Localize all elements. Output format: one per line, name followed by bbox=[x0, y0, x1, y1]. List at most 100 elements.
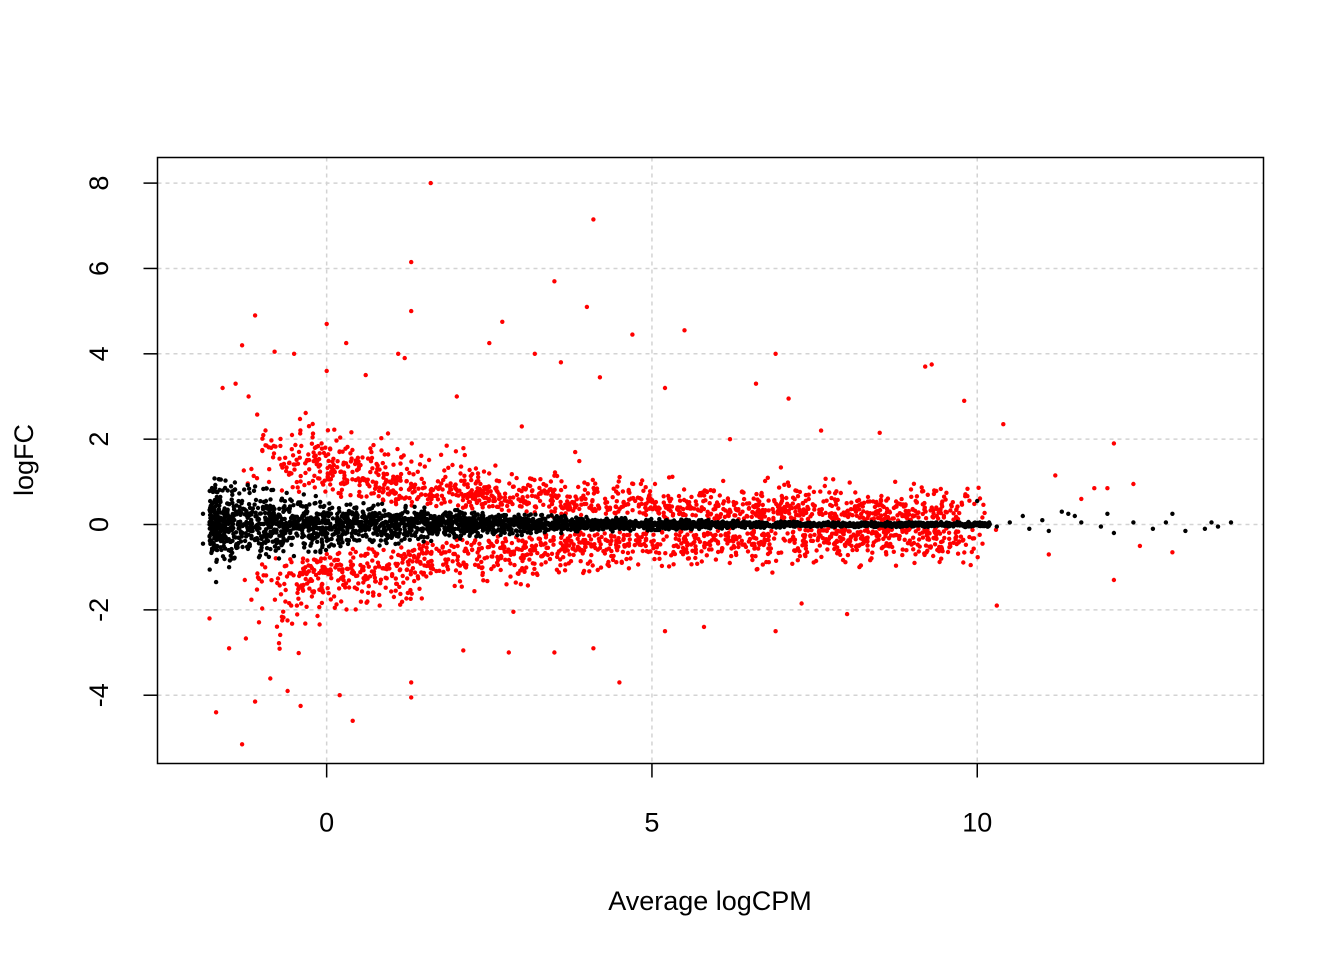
point-significant bbox=[269, 438, 274, 443]
point-significant bbox=[289, 432, 295, 438]
point-significant bbox=[873, 512, 878, 517]
point-significant bbox=[690, 512, 695, 518]
point-significant bbox=[268, 676, 273, 681]
point-significant bbox=[384, 563, 390, 568]
point-not-significant bbox=[539, 513, 544, 518]
point-not-significant bbox=[323, 547, 329, 553]
point-significant bbox=[565, 536, 570, 541]
point-significant bbox=[885, 496, 891, 501]
point-significant bbox=[781, 505, 787, 511]
point-significant bbox=[908, 487, 914, 492]
point-significant bbox=[751, 496, 756, 501]
point-significant bbox=[350, 718, 355, 723]
point-significant bbox=[701, 624, 707, 630]
point-significant bbox=[877, 516, 883, 521]
point-not-significant bbox=[318, 499, 323, 505]
point-significant bbox=[381, 547, 386, 553]
point-significant bbox=[603, 537, 609, 543]
point-significant bbox=[921, 488, 926, 494]
point-significant bbox=[708, 495, 714, 500]
point-significant bbox=[322, 556, 327, 561]
point-significant bbox=[207, 616, 212, 621]
point-significant bbox=[912, 560, 917, 566]
point-not-significant bbox=[306, 549, 311, 554]
point-not-significant bbox=[268, 497, 273, 502]
point-significant bbox=[785, 480, 791, 485]
point-significant bbox=[298, 428, 303, 433]
point-not-significant bbox=[335, 511, 340, 517]
point-not-significant bbox=[256, 521, 262, 526]
point-not-significant bbox=[403, 509, 408, 514]
point-significant bbox=[365, 599, 370, 604]
point-significant bbox=[923, 543, 929, 548]
point-significant bbox=[353, 607, 358, 612]
point-significant bbox=[871, 499, 876, 504]
point-significant bbox=[298, 479, 303, 484]
point-significant bbox=[530, 571, 536, 576]
point-significant bbox=[261, 432, 266, 438]
point-significant bbox=[865, 499, 871, 504]
point-not-significant bbox=[379, 501, 385, 506]
point-significant bbox=[406, 562, 411, 567]
point-significant bbox=[565, 499, 570, 504]
point-significant bbox=[790, 495, 796, 500]
point-significant bbox=[462, 473, 467, 478]
point-significant bbox=[584, 304, 590, 310]
point-significant bbox=[380, 490, 385, 495]
point-not-significant bbox=[377, 511, 382, 516]
point-not-significant bbox=[314, 531, 320, 536]
point-significant bbox=[357, 489, 362, 495]
point-significant bbox=[389, 555, 394, 560]
point-significant bbox=[439, 501, 444, 506]
point-significant bbox=[883, 543, 888, 548]
point-significant bbox=[843, 543, 848, 549]
point-significant bbox=[967, 534, 972, 540]
point-significant bbox=[420, 551, 426, 556]
point-significant bbox=[491, 543, 496, 549]
point-significant bbox=[708, 512, 713, 517]
point-significant bbox=[368, 446, 373, 451]
point-significant bbox=[399, 545, 404, 550]
point-significant bbox=[797, 507, 802, 512]
point-not-significant bbox=[228, 484, 234, 489]
point-significant bbox=[606, 559, 611, 565]
point-significant bbox=[466, 494, 471, 499]
point-significant bbox=[795, 558, 800, 563]
point-significant bbox=[351, 555, 356, 560]
point-significant bbox=[951, 511, 956, 516]
point-significant bbox=[256, 620, 262, 625]
point-significant bbox=[589, 506, 594, 511]
point-significant bbox=[727, 538, 732, 543]
point-significant bbox=[615, 484, 620, 489]
point-significant bbox=[563, 540, 569, 545]
point-significant bbox=[323, 489, 328, 494]
point-significant bbox=[616, 535, 621, 541]
point-significant bbox=[291, 351, 297, 356]
point-significant bbox=[699, 549, 704, 554]
point-significant bbox=[309, 594, 315, 599]
point-significant bbox=[504, 582, 509, 587]
point-significant bbox=[351, 571, 356, 576]
point-significant bbox=[336, 586, 342, 591]
point-significant bbox=[949, 504, 954, 509]
point-significant bbox=[782, 538, 788, 543]
point-significant bbox=[303, 470, 308, 476]
point-significant bbox=[682, 328, 687, 333]
point-significant bbox=[252, 313, 258, 318]
point-significant bbox=[502, 495, 508, 500]
point-significant bbox=[239, 343, 245, 348]
point-significant bbox=[412, 489, 417, 494]
point-significant bbox=[1137, 543, 1143, 549]
point-significant bbox=[527, 476, 533, 481]
point-significant bbox=[525, 552, 530, 557]
point-not-significant bbox=[456, 526, 461, 531]
point-significant bbox=[366, 546, 371, 551]
point-significant bbox=[934, 505, 939, 510]
point-significant bbox=[404, 596, 409, 601]
point-significant bbox=[548, 498, 553, 503]
point-significant bbox=[578, 559, 583, 564]
point-significant bbox=[975, 555, 980, 560]
point-significant bbox=[893, 499, 899, 504]
point-significant bbox=[835, 545, 840, 550]
point-significant bbox=[812, 532, 817, 537]
